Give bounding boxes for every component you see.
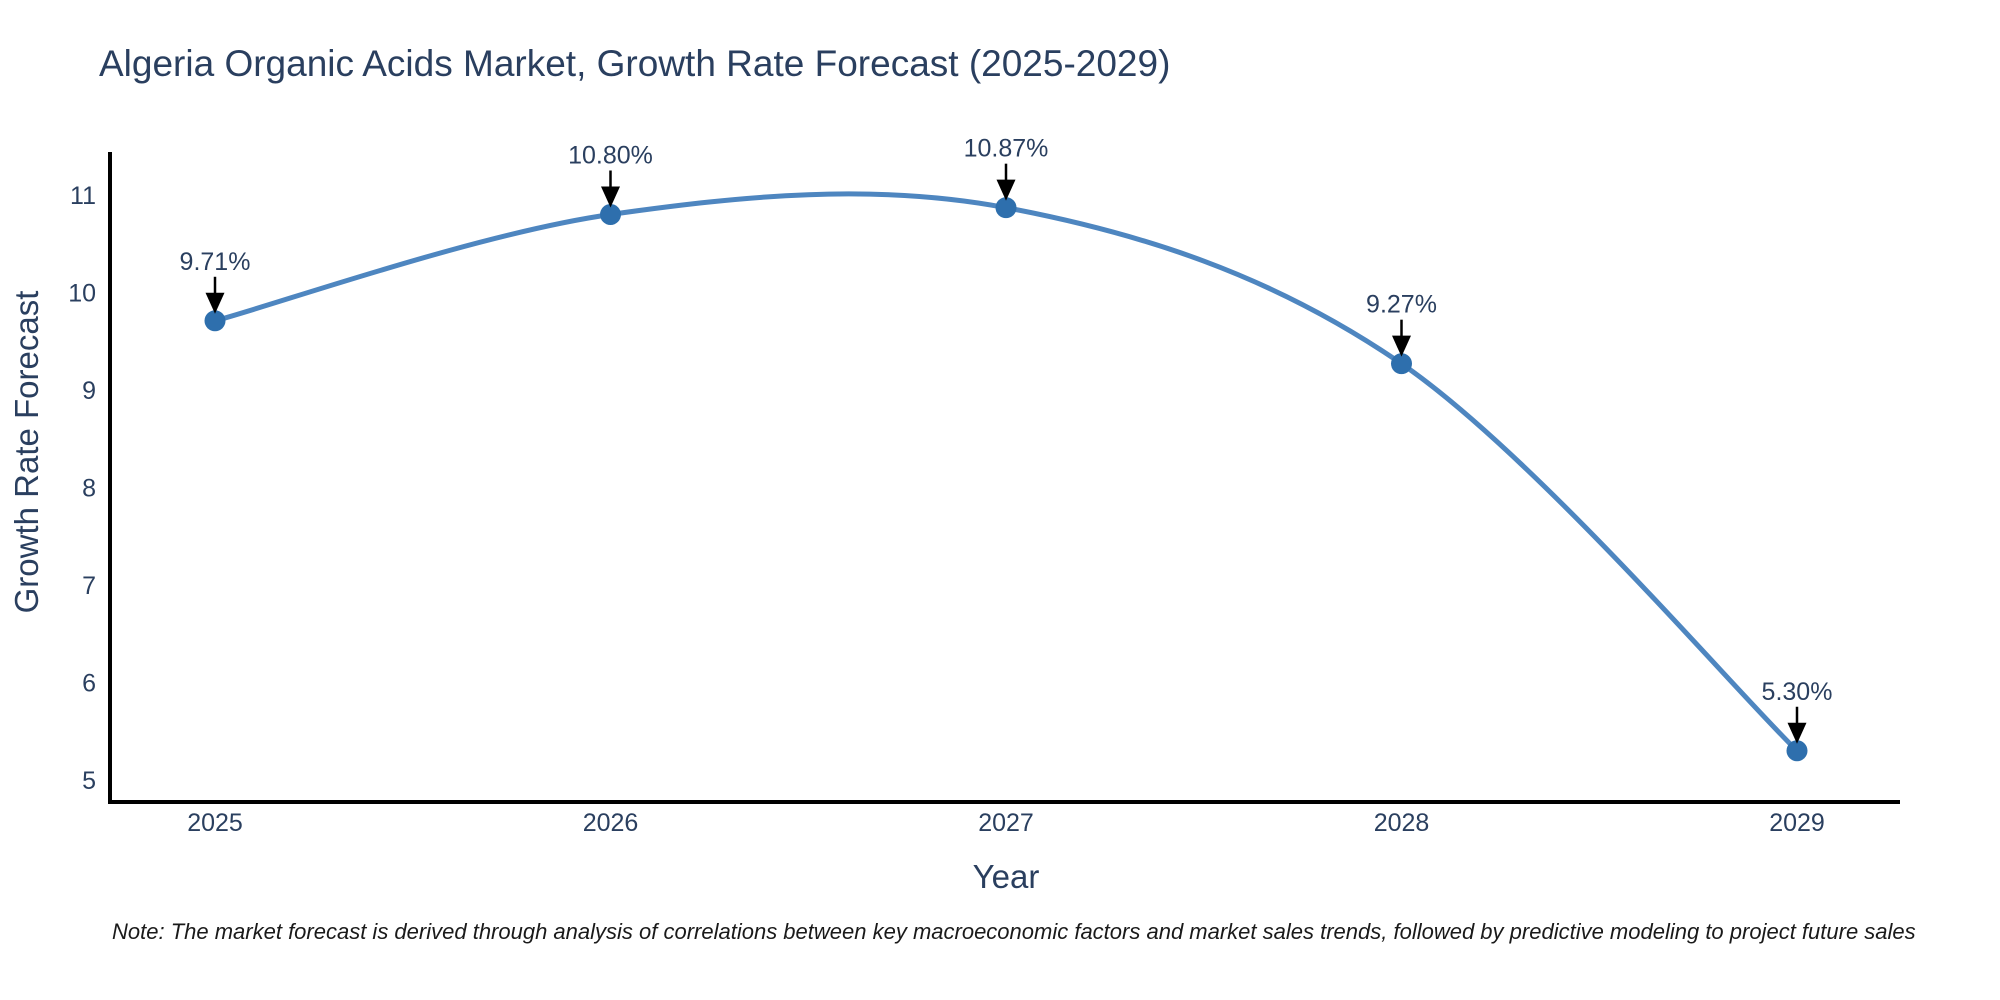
- y-tick-label: 5: [82, 767, 96, 795]
- chart-title: Algeria Organic Acids Market, Growth Rat…: [99, 43, 1171, 84]
- x-axis-title: Year: [972, 858, 1040, 895]
- data-point-marker[interactable]: [1786, 740, 1808, 762]
- forecast-line: [214, 191, 1799, 753]
- annotation-label: 9.27%: [1366, 291, 1437, 319]
- annotation-label: 10.80%: [568, 142, 653, 170]
- y-tick-label: 8: [82, 475, 96, 503]
- annotation-arrowhead-icon: [996, 179, 1016, 201]
- y-tick-label: 11: [70, 182, 96, 210]
- y-tick-label: 10: [68, 280, 96, 308]
- x-tick-label: 2026: [583, 809, 639, 837]
- annotation-label: 10.87%: [964, 135, 1049, 163]
- y-tick-label: 6: [82, 670, 96, 698]
- annotation-arrowhead-icon: [205, 292, 225, 314]
- annotation-arrowhead-icon: [1392, 335, 1411, 357]
- y-tick-label: 9: [82, 377, 96, 405]
- y-tick-label: 7: [82, 572, 96, 600]
- data-point-marker[interactable]: [600, 204, 621, 225]
- data-point-marker[interactable]: [995, 197, 1017, 219]
- annotation-arrowhead-icon: [601, 186, 620, 208]
- x-tick-label: 2027: [978, 809, 1034, 837]
- x-tick-label: 2029: [1769, 809, 1825, 837]
- x-tick-label: 2025: [187, 809, 243, 837]
- x-tick-label: 2028: [1374, 809, 1430, 837]
- data-point-marker[interactable]: [1391, 353, 1412, 375]
- annotation-label: 5.30%: [1762, 678, 1833, 706]
- annotation-label: 9.71%: [180, 248, 251, 276]
- data-point-marker[interactable]: [204, 310, 226, 332]
- footnote: Note: The market forecast is derived thr…: [112, 919, 1916, 944]
- annotation-arrowhead-icon: [1787, 722, 1807, 744]
